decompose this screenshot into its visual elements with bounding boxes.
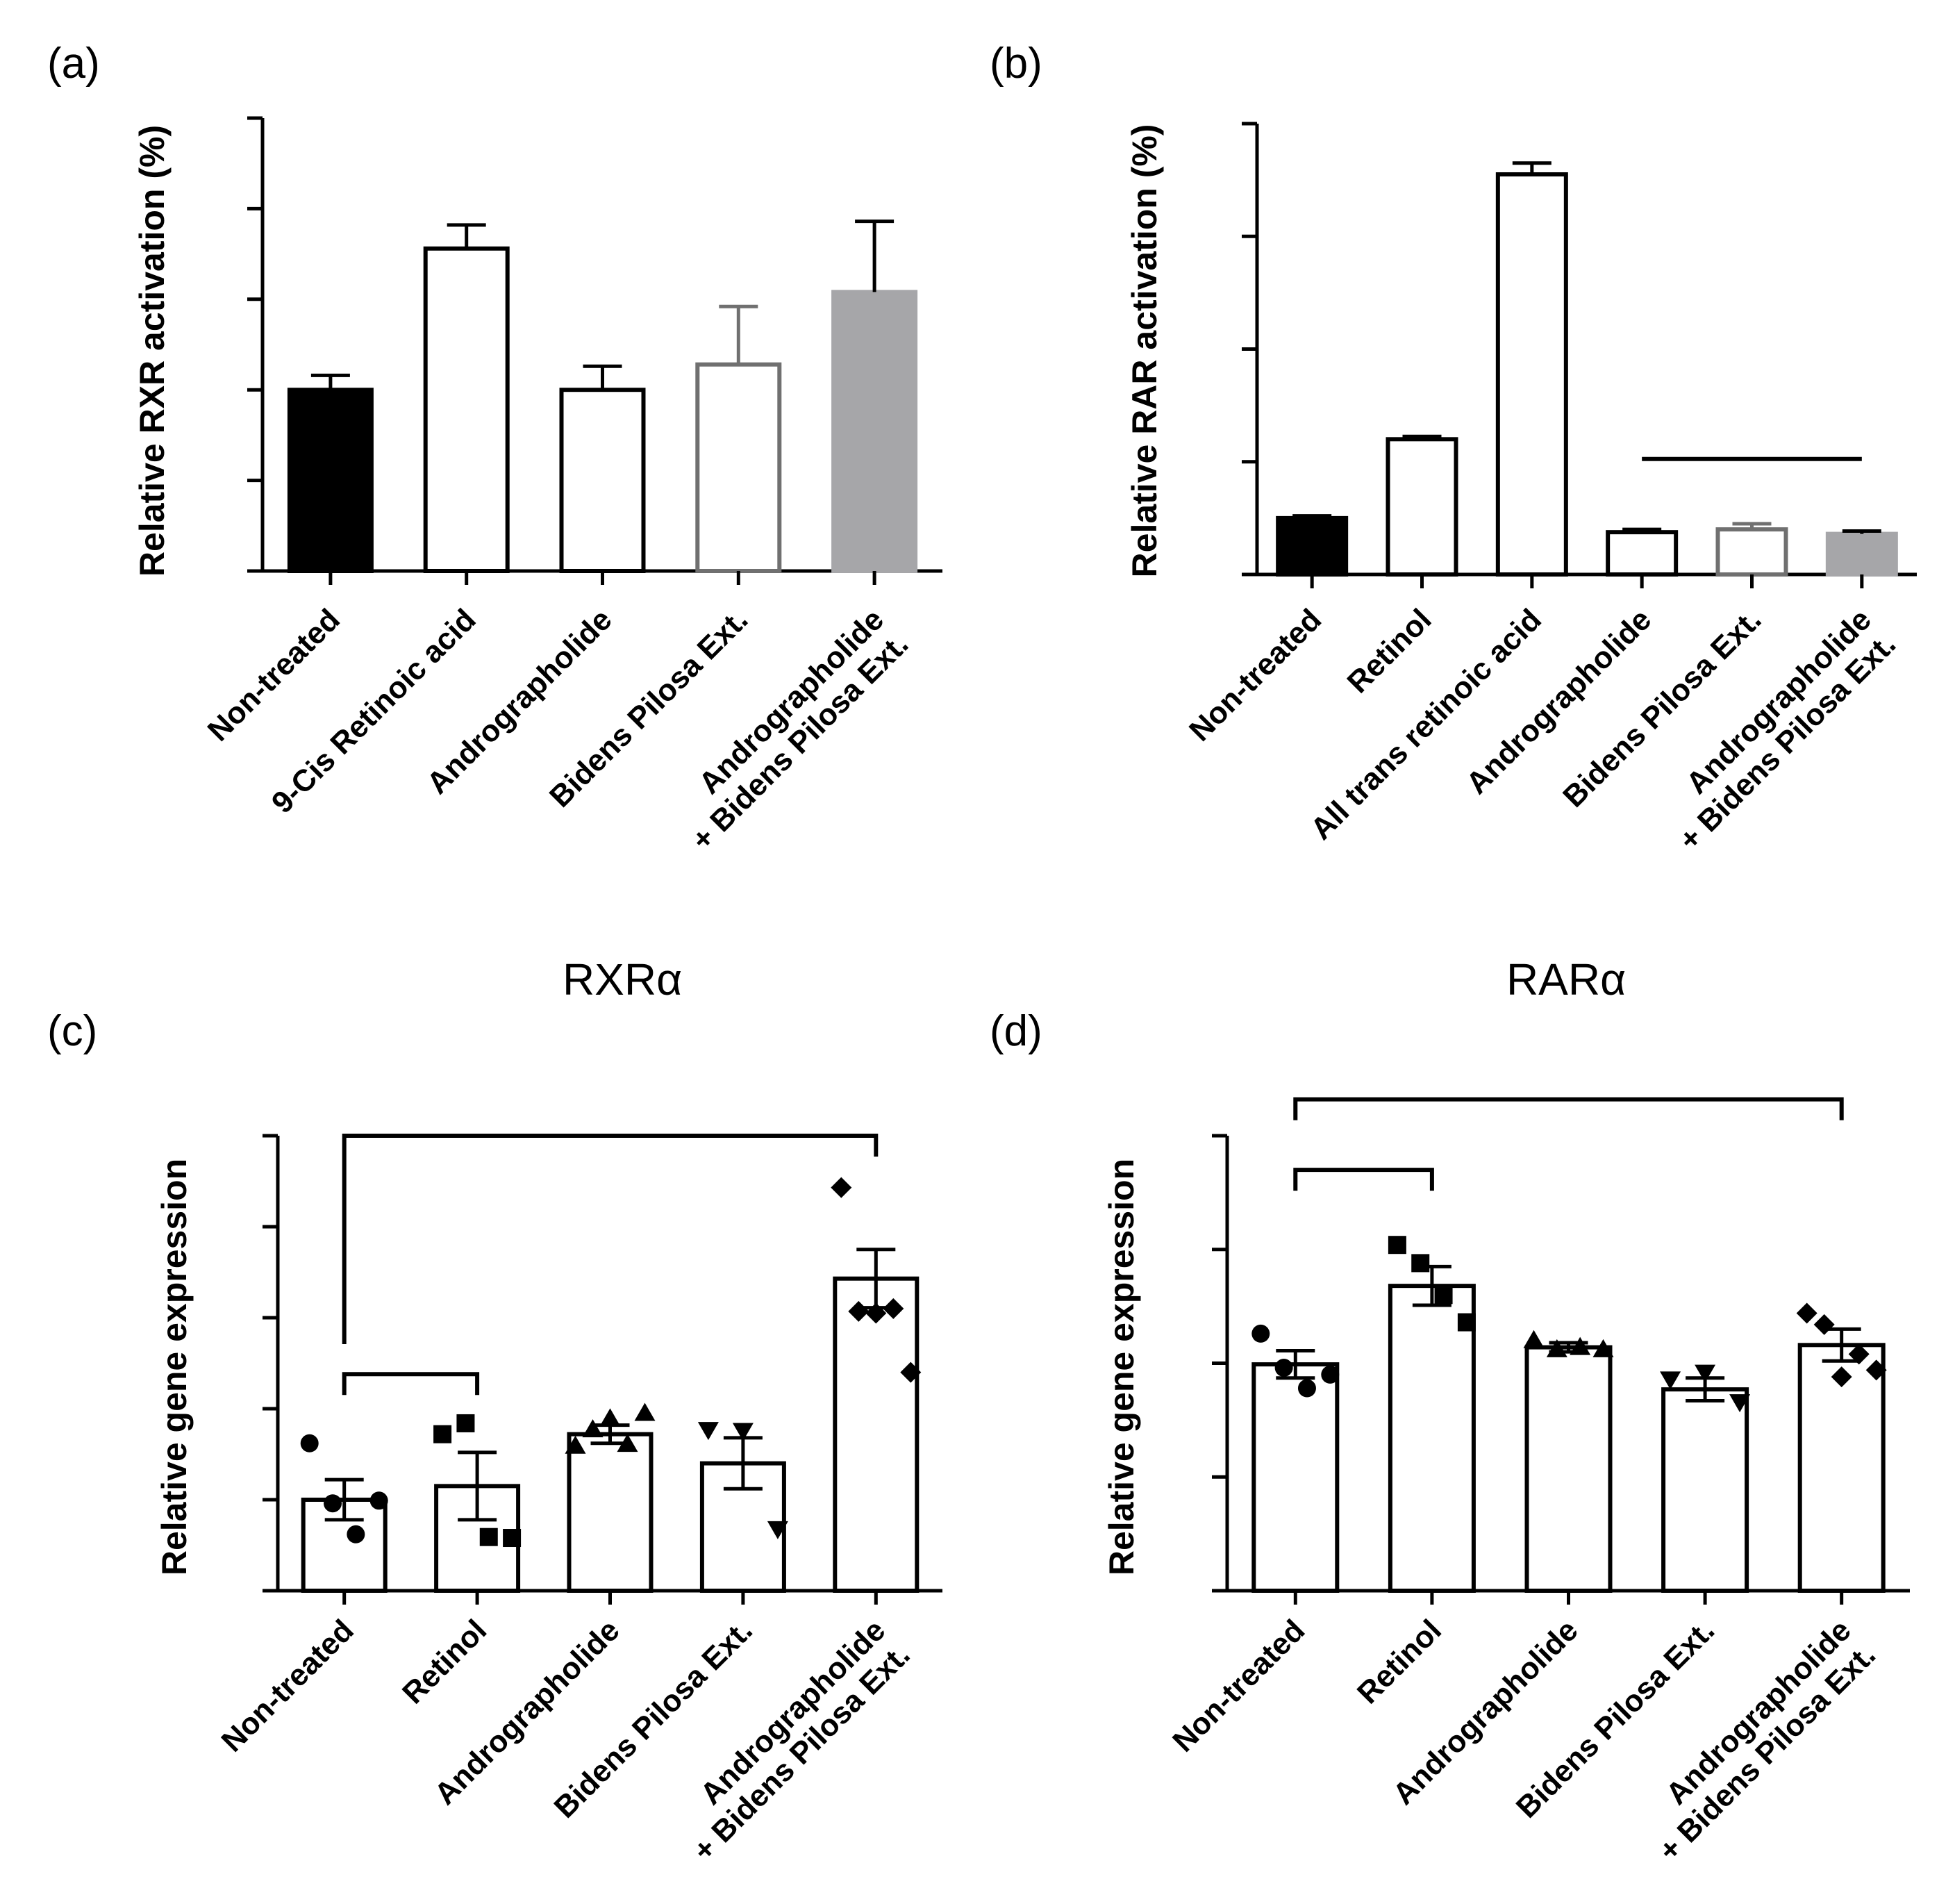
panel-c-data-point — [433, 1425, 452, 1443]
panel-b-bar — [1825, 531, 1898, 577]
panel-d-bar — [1251, 1362, 1340, 1593]
panel-d: (d) RARα Relative gene expression Non-tr… — [990, 954, 1910, 1868]
panel-c-bar — [567, 1432, 654, 1593]
panel-c-category-label-line: Non-treated — [215, 1613, 360, 1758]
panel-d-data-point — [1523, 1330, 1545, 1348]
panel-d-bar — [1524, 1345, 1613, 1593]
panel-c-data-point — [599, 1408, 621, 1427]
panel-d-bar — [1661, 1387, 1749, 1593]
panel-b-bar — [1276, 515, 1349, 577]
panel-c-data-point — [456, 1414, 475, 1432]
panel-d-data-point — [1865, 1359, 1887, 1381]
panel-b-y-axis-title: Relative RAR activation (%) — [1125, 124, 1164, 578]
panel-a-bar — [695, 362, 782, 573]
panel-c-title: RXRα — [563, 954, 682, 1004]
panel-c-label: (c) — [47, 1007, 97, 1055]
panel-a: (a) Relative RXR activation (%) Non-trea… — [47, 40, 942, 857]
panel-c-data-point — [767, 1521, 788, 1539]
panel-b-category-label-line: Andrographolide — [1460, 602, 1658, 800]
panel-d-category-label-line: + Bidens Pilosa Ext. — [1652, 1638, 1882, 1868]
panel-c-y-axis-title: Relative gene expression — [155, 1159, 194, 1575]
panel-d-plot: Non-treated RetinolAndrographolideBidens … — [1166, 1097, 1910, 1868]
panel-d-bracket — [1293, 1168, 1434, 1191]
panel-a-category-label-line: Non-treated — [201, 602, 347, 747]
panel-c-data-point — [900, 1361, 922, 1383]
panel-c-category-label-line: Retinol — [396, 1613, 493, 1710]
panel-c-data-point — [324, 1494, 342, 1513]
panel-d-bracket — [1293, 1097, 1844, 1120]
panel-c: (c) RXRα Relative gene expression Non-tr… — [47, 954, 942, 1868]
panel-a-bar — [559, 388, 646, 573]
panel-d-category-label-line: Retinol — [1351, 1613, 1448, 1710]
panel-b-bar — [1386, 437, 1458, 577]
panel-a-bar — [423, 246, 510, 573]
panel-d-data-point — [1592, 1339, 1614, 1357]
panel-c-plot: Non-treated RetinolAndrographolideBidens … — [215, 1134, 942, 1868]
panel-c-category-label: Retinol — [396, 1613, 493, 1710]
panel-c-data-point — [300, 1434, 319, 1452]
panel-b-category-label: Retinol — [1340, 602, 1438, 699]
panel-d-data-point — [1831, 1366, 1852, 1388]
panel-a-bar — [831, 290, 918, 573]
panel-c-data-point — [479, 1528, 498, 1546]
panel-c-bracket — [342, 1372, 480, 1396]
panel-d-category-label: Retinol — [1351, 1613, 1448, 1710]
panel-c-data-point — [697, 1422, 719, 1441]
panel-b: (b) Relative RAR activation (%) Non-trea… — [990, 40, 1917, 857]
panel-c-data-point — [347, 1525, 365, 1543]
panel-d-data-point — [1411, 1254, 1430, 1273]
panel-a-label: (a) — [47, 40, 100, 88]
panel-b-category-label: Andrographolide — [1460, 602, 1658, 800]
panel-d-bar — [1388, 1284, 1476, 1593]
panel-b-category-label-line: Non-treated — [1183, 602, 1328, 747]
panel-d-data-point — [1251, 1324, 1270, 1343]
panel-c-data-point — [732, 1423, 754, 1441]
panel-d-title: RARα — [1506, 954, 1626, 1004]
panel-b-bar — [1495, 172, 1568, 577]
panel-b-category-label-line: Retinol — [1340, 602, 1438, 699]
panel-d-data-point — [1813, 1314, 1835, 1335]
panel-c-category-label: Non-treated — [215, 1613, 360, 1758]
panel-d-label: (d) — [990, 1007, 1042, 1055]
panel-d-category-label-line: Non-treated — [1166, 1613, 1311, 1758]
panel-d-data-point — [1660, 1371, 1681, 1390]
panel-c-data-point — [634, 1402, 656, 1421]
panel-b-category-label: Andrographolide+ Bidens Pilosa Ext. — [1648, 602, 1903, 857]
panel-b-label: (b) — [990, 40, 1042, 88]
panel-a-bar — [287, 388, 374, 573]
panel-c-bar — [833, 1276, 920, 1593]
panel-d-y-axis-title: Relative gene expression — [1102, 1159, 1141, 1575]
panel-c-bracket — [342, 1134, 879, 1344]
panel-c-data-point — [831, 1177, 852, 1198]
panel-d-data-point — [1695, 1364, 1716, 1383]
panel-d-data-point — [1274, 1359, 1293, 1377]
panel-a-category-label: Non-treated — [201, 602, 347, 747]
panel-d-data-point — [1457, 1313, 1476, 1332]
panel-d-data-point — [1297, 1379, 1316, 1398]
panel-c-data-point — [582, 1419, 604, 1438]
panel-d-data-point — [1434, 1286, 1453, 1305]
panel-d-data-point — [1729, 1394, 1751, 1413]
panel-d-data-point — [1388, 1236, 1406, 1255]
panel-c-data-point — [369, 1491, 388, 1510]
panel-b-category-label: Non-treated — [1183, 602, 1328, 747]
panel-b-bar — [1715, 527, 1788, 577]
panel-d-category-label: Non-treated — [1166, 1613, 1311, 1758]
panel-c-data-point — [503, 1529, 522, 1548]
panel-a-category-label-line: + Bidens Pilosa Ext. — [685, 627, 915, 857]
panel-d-data-point — [1796, 1302, 1817, 1324]
panel-d-data-point — [1321, 1365, 1340, 1384]
panel-a-y-axis-title: Relative RXR activation (%) — [133, 125, 172, 577]
panel-b-bar — [1606, 530, 1679, 577]
panel-c-data-point — [565, 1435, 586, 1454]
